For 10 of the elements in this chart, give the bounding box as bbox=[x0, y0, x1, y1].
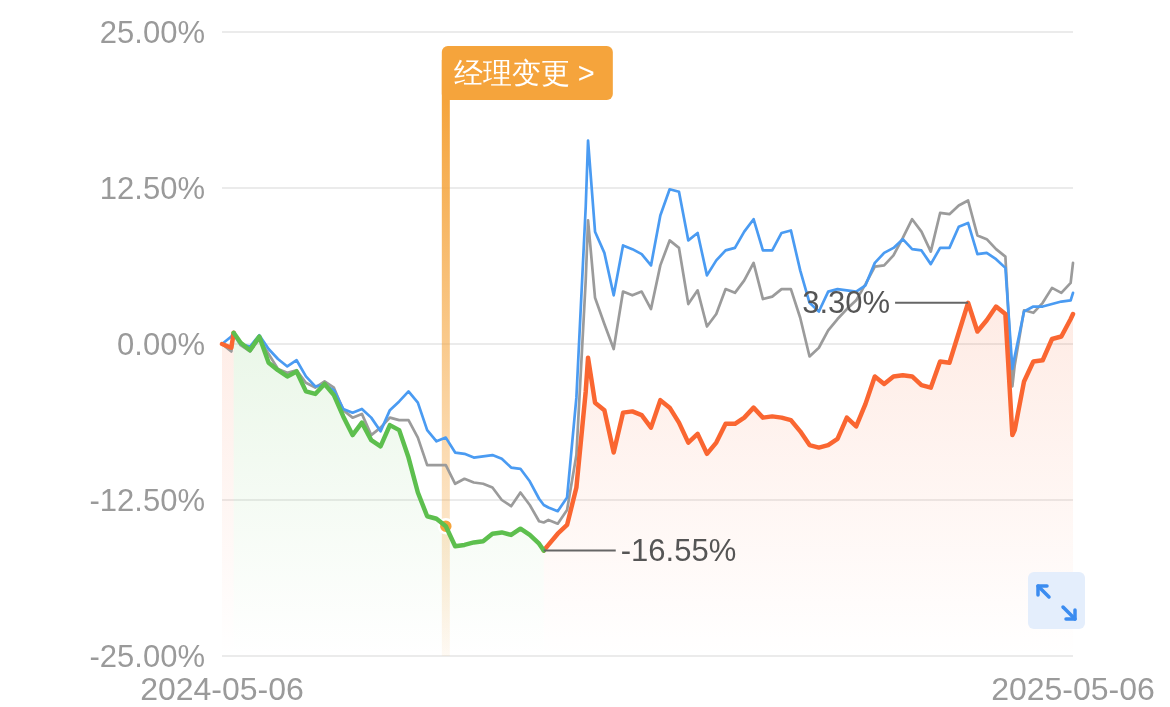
y-tick-label: 0.00% bbox=[117, 326, 205, 362]
y-tick-label: -25.00% bbox=[89, 638, 205, 674]
y-tick-label: 12.50% bbox=[99, 170, 205, 206]
ref-line-label: 经理变更 > bbox=[453, 57, 595, 89]
x-tick-label: 2025-05-06 bbox=[991, 671, 1155, 707]
x-tick-label: 2024-05-06 bbox=[140, 671, 304, 707]
y-tick-label: -12.50% bbox=[89, 482, 205, 518]
ref-line-label: 经理变更 > bbox=[441, 46, 613, 100]
y-tick-label: 25.00% bbox=[99, 14, 205, 50]
annotation: -16.55% bbox=[620, 533, 737, 569]
